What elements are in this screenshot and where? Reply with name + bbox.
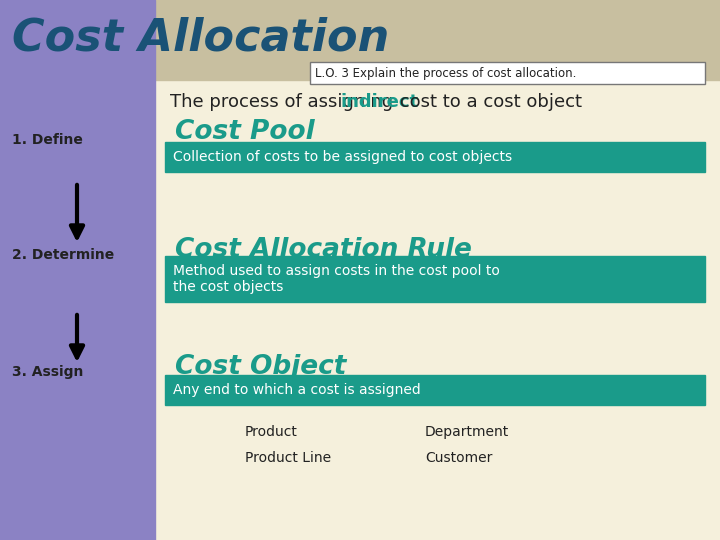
Text: cost to a cost object: cost to a cost object — [395, 93, 582, 111]
Text: Cost Allocation: Cost Allocation — [12, 17, 390, 59]
Bar — [165, 256, 705, 302]
Bar — [0, 0, 155, 540]
Text: Cost Pool: Cost Pool — [175, 119, 315, 145]
Text: Cost Object: Cost Object — [175, 354, 346, 380]
FancyBboxPatch shape — [310, 62, 705, 84]
Text: 1. Define: 1. Define — [12, 133, 83, 147]
Text: indirect: indirect — [340, 93, 418, 111]
Bar — [165, 375, 705, 405]
Text: The process of assigning: The process of assigning — [170, 93, 399, 111]
Text: Any end to which a cost is assigned: Any end to which a cost is assigned — [173, 383, 420, 397]
Text: Product Line: Product Line — [245, 451, 331, 465]
Text: Department: Department — [425, 425, 509, 439]
Bar — [165, 142, 705, 172]
Text: the cost objects: the cost objects — [173, 280, 284, 294]
Text: Collection of costs to be assigned to cost objects: Collection of costs to be assigned to co… — [173, 150, 512, 164]
Text: Cost Allocation Rule: Cost Allocation Rule — [175, 237, 472, 263]
Text: L.O. 3 Explain the process of cost allocation.: L.O. 3 Explain the process of cost alloc… — [315, 66, 577, 79]
Text: 3. Assign: 3. Assign — [12, 365, 84, 379]
Text: Method used to assign costs in the cost pool to: Method used to assign costs in the cost … — [173, 264, 500, 278]
Text: Customer: Customer — [425, 451, 492, 465]
Bar — [0, 0, 720, 80]
Text: 2. Determine: 2. Determine — [12, 248, 114, 262]
Text: Product: Product — [245, 425, 298, 439]
